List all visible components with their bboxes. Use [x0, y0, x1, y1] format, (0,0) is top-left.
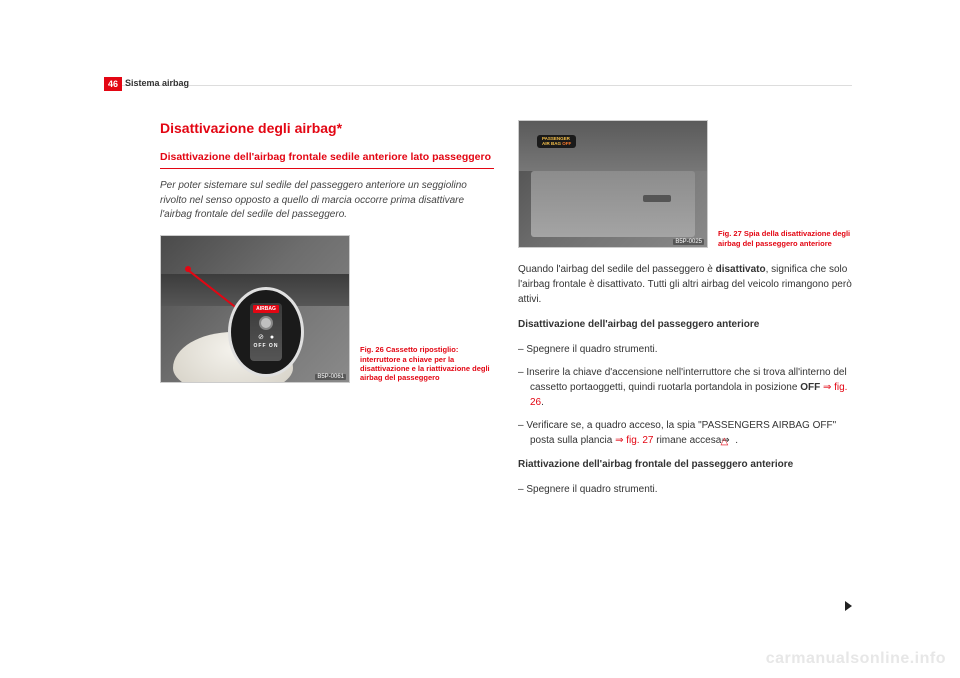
step2-d: . — [541, 397, 544, 408]
figure-27-code: B5P-0025 — [673, 239, 704, 245]
pill-line2: AIR BAG — [542, 141, 562, 146]
airbag-switch: AIRBAG ⊘ ● OFF ON — [250, 303, 282, 361]
key-slot-icon — [259, 316, 273, 330]
heading-disattivazione: Disattivazione dell'airbag del passegger… — [518, 317, 852, 332]
figure-26-row: AIRBAG ⊘ ● OFF ON B5P-0061 Fig. 26 Casse… — [160, 235, 494, 383]
watermark: carmanualsonline.info — [766, 650, 946, 668]
airbag-off-indicator: PASSENGER AIR BAG OFF — [537, 135, 576, 148]
step3-d: . — [732, 435, 738, 446]
right-column: PASSENGER AIR BAG OFF B5P-0025 Fig. 27 S… — [518, 120, 852, 638]
header-rule — [108, 85, 852, 86]
figure-27-row: PASSENGER AIR BAG OFF B5P-0025 Fig. 27 S… — [518, 120, 852, 248]
para1-b: disattivato — [716, 264, 766, 275]
zoom-inset: AIRBAG ⊘ ● OFF ON — [231, 290, 301, 374]
left-column: Disattivazione degli airbag* Disattivazi… — [160, 120, 494, 638]
off-symbol-icon: ⊘ — [258, 334, 264, 341]
step2-b: OFF — [800, 382, 820, 393]
figure-27-caption: Fig. 27 Spia della disatti­vazione degli… — [718, 229, 852, 248]
manual-page: 46 Sistema airbag Disattivazione degli a… — [0, 0, 960, 678]
figure-27-image: PASSENGER AIR BAG OFF B5P-0025 — [518, 120, 708, 248]
figure-26-code: B5P-0061 — [315, 374, 346, 380]
continuation-arrow-icon — [845, 601, 852, 611]
running-header: Sistema airbag — [125, 78, 189, 88]
page-number: 46 — [104, 77, 122, 91]
glovebox-handle-shape — [643, 195, 671, 202]
paragraph-1: Quando l'airbag del sedile del passegger… — [518, 262, 852, 307]
on-symbol-icon: ● — [270, 334, 274, 341]
step3-figref: ⇒ fig. 27 — [615, 435, 653, 446]
step4-text: Spegnere il quadro strumenti. — [526, 484, 657, 495]
step2-a: Inserire la chiave d'accensione nell'int… — [526, 367, 846, 393]
step-1: Spegnere il quadro strumenti. — [518, 342, 852, 357]
step-2: Inserire la chiave d'accensione nell'int… — [518, 365, 852, 410]
step1-text: Spegnere il quadro strumenti. — [526, 344, 657, 355]
subheading-rule — [160, 168, 494, 169]
figure-26-caption: Fig. 26 Cassetto riposti­glio: interrutt… — [360, 345, 494, 383]
switch-symbols: ⊘ ● — [258, 334, 274, 341]
content-columns: Disattivazione degli airbag* Disattivazi… — [160, 120, 852, 638]
glovebox-door-shape — [531, 171, 695, 237]
para1-a: Quando l'airbag del sedile del passegger… — [518, 264, 716, 275]
subheading: Disattivazione dell'airbag frontale sedi… — [160, 150, 494, 164]
section-title: Disattivazione degli airbag* — [160, 120, 494, 136]
intro-paragraph: Per poter sistemare sul sedile del passe… — [160, 179, 494, 223]
step-4: Spegnere il quadro strumenti. — [518, 482, 852, 497]
switch-off-on-text: OFF ON — [254, 343, 279, 349]
heading-riattivazione: Riattivazione dell'airbag frontale del p… — [518, 457, 852, 472]
step-3: Verificare se, a quadro acceso, la spia … — [518, 418, 852, 449]
figure-26-image: AIRBAG ⊘ ● OFF ON B5P-0061 — [160, 235, 350, 383]
switch-airbag-label: AIRBAG — [253, 305, 279, 313]
pill-off: OFF — [562, 141, 571, 146]
